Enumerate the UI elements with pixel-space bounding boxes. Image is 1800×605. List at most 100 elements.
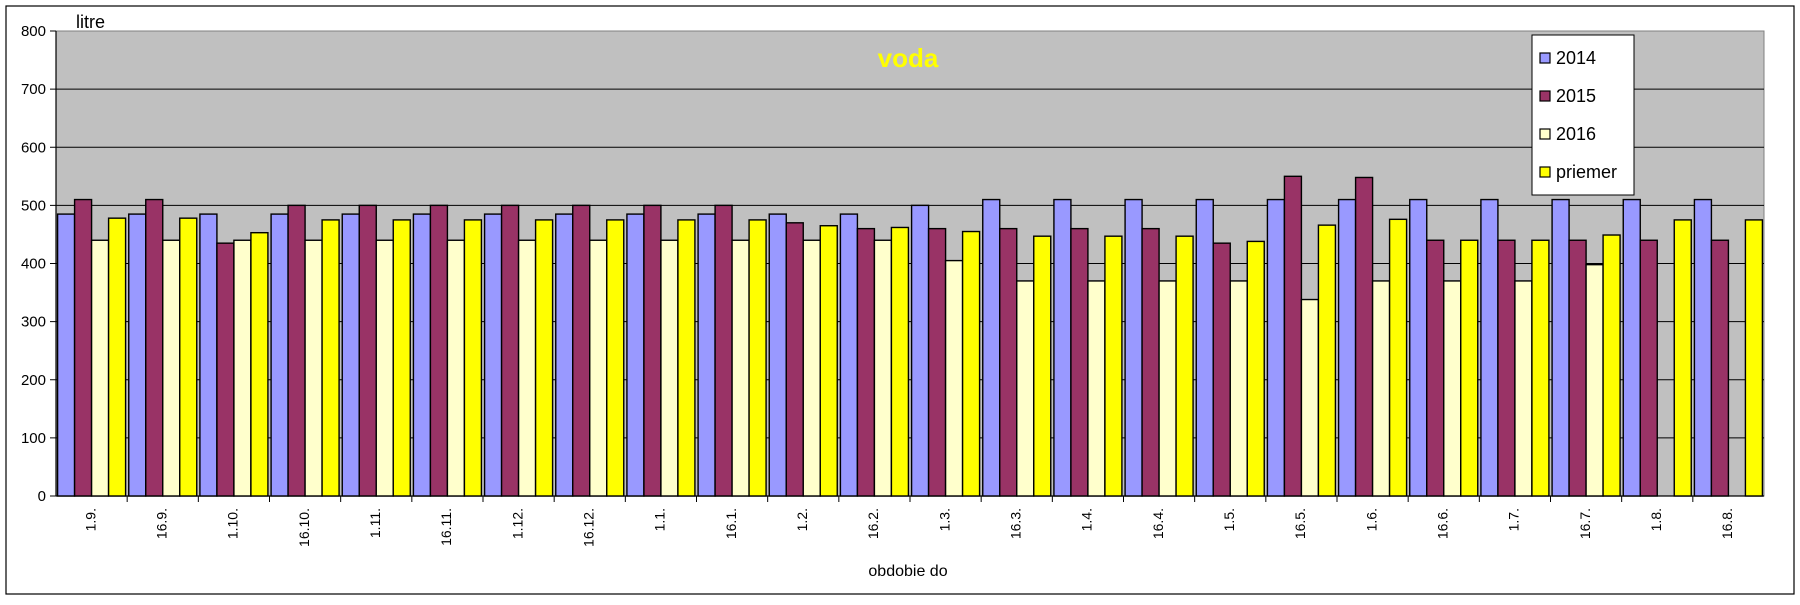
bar-2014-16.5. bbox=[1266, 198, 1286, 497]
x-tick-label: 16.1. bbox=[723, 508, 739, 539]
bar-2015-1.12. bbox=[500, 204, 520, 497]
bar-2015-1.6. bbox=[1354, 176, 1374, 497]
bar-2016-1.3. bbox=[944, 259, 964, 497]
y-tick-label: 800 bbox=[21, 23, 46, 40]
x-tick-label: 1.8. bbox=[1648, 508, 1664, 531]
bar-2016-1.12. bbox=[517, 239, 537, 497]
x-axis-label: obdobie do bbox=[868, 563, 947, 580]
bar-2016-16.10. bbox=[304, 239, 323, 497]
bar-2014-1.10. bbox=[199, 213, 218, 497]
chart-title: voda bbox=[878, 43, 939, 73]
x-tick-label: 16.11. bbox=[438, 508, 454, 546]
bar-2016-1.4. bbox=[1087, 280, 1106, 497]
bar-2014-1.2. bbox=[768, 213, 787, 497]
bar-2016-1.11. bbox=[375, 239, 394, 497]
bar-2015-1.4. bbox=[1070, 227, 1089, 497]
legend-swatch-2014 bbox=[1539, 52, 1551, 64]
bar-priemer-1.12. bbox=[534, 219, 554, 497]
bar-2015-1.2. bbox=[785, 222, 804, 497]
x-tick-label: 16.8. bbox=[1719, 508, 1735, 539]
y-tick-label: 400 bbox=[21, 256, 46, 273]
bar-2014-16.7. bbox=[1551, 198, 1570, 497]
bar-priemer-1.10. bbox=[250, 231, 269, 497]
bar-priemer-16.9. bbox=[179, 217, 198, 497]
x-tick-label: 1.2. bbox=[794, 508, 810, 531]
y-tick-label: 500 bbox=[21, 197, 46, 214]
bar-2015-1.8. bbox=[1639, 239, 1658, 497]
bar-2015-1.1. bbox=[643, 204, 662, 497]
bar-priemer-1.11. bbox=[392, 219, 411, 497]
y-tick-label: 300 bbox=[21, 314, 46, 331]
bar-2016-16.1. bbox=[731, 239, 750, 497]
bar-2015-16.10. bbox=[287, 204, 306, 497]
bar-2016-1.9. bbox=[90, 239, 110, 497]
x-tick-label: 1.9. bbox=[82, 508, 98, 531]
x-tick-label: 1.11. bbox=[367, 508, 383, 538]
bar-2015-16.12. bbox=[572, 204, 591, 497]
bar-2015-16.1. bbox=[714, 204, 733, 497]
x-tick-label: 16.7. bbox=[1577, 508, 1593, 539]
bar-priemer-16.11. bbox=[463, 219, 483, 497]
x-tick-label: 1.4. bbox=[1079, 508, 1095, 531]
bar-2014-1.9. bbox=[56, 213, 76, 497]
bar-2015-1.10. bbox=[216, 242, 235, 497]
x-tick-label: 16.6. bbox=[1434, 508, 1450, 539]
x-tick-label: 16.9. bbox=[153, 508, 169, 539]
legend-swatch-priemer bbox=[1539, 166, 1551, 178]
y-axis-label: litre bbox=[76, 12, 105, 32]
bar-2014-1.11. bbox=[341, 213, 360, 497]
y-tick-label: 700 bbox=[21, 81, 46, 98]
bar-priemer-1.1. bbox=[677, 219, 696, 497]
bar-2014-16.4. bbox=[1124, 198, 1143, 497]
x-tick-label: 1.5. bbox=[1221, 508, 1237, 531]
x-tick-label: 1.3. bbox=[936, 508, 952, 531]
bar-2014-1.4. bbox=[1053, 198, 1072, 497]
bar-2015-1.3. bbox=[927, 227, 947, 497]
bar-2015-16.4. bbox=[1141, 227, 1160, 497]
bar-2015-16.5. bbox=[1283, 175, 1303, 497]
x-tick-label: 16.5. bbox=[1292, 508, 1308, 539]
legend-swatch-2016 bbox=[1539, 128, 1551, 140]
x-tick-label: 16.2. bbox=[865, 508, 881, 539]
bar-priemer-16.8. bbox=[1744, 219, 1764, 497]
bar-priemer-16.6. bbox=[1460, 239, 1479, 497]
bar-priemer-16.4. bbox=[1175, 235, 1194, 497]
bar-2016-16.2. bbox=[873, 239, 893, 497]
bar-2016-16.7. bbox=[1585, 263, 1604, 497]
bar-2014-16.3. bbox=[982, 198, 1001, 497]
bar-2014-16.1. bbox=[697, 213, 716, 497]
y-tick-label: 100 bbox=[21, 430, 46, 447]
bar-priemer-1.9. bbox=[107, 217, 127, 497]
bar-2016-1.7. bbox=[1514, 280, 1533, 497]
bar-2014-16.8. bbox=[1693, 198, 1713, 497]
bar-priemer-1.3. bbox=[961, 230, 981, 497]
bar-priemer-16.3. bbox=[1033, 235, 1052, 497]
bar-2014-16.6. bbox=[1409, 198, 1428, 497]
bar-2014-16.10. bbox=[270, 213, 289, 497]
bar-2015-1.11. bbox=[358, 204, 377, 497]
x-tick-label: 16.3. bbox=[1007, 508, 1023, 539]
x-tick-label: 16.4. bbox=[1150, 508, 1166, 539]
bar-priemer-16.1. bbox=[748, 219, 767, 497]
bar-2014-1.3. bbox=[910, 204, 930, 497]
bar-2014-16.2. bbox=[839, 213, 859, 497]
x-tick-label: 1.6. bbox=[1363, 508, 1379, 531]
bar-priemer-16.10. bbox=[321, 219, 340, 497]
bars bbox=[56, 175, 1764, 497]
bar-priemer-16.12. bbox=[606, 219, 625, 497]
x-tick-label: 16.12. bbox=[580, 508, 596, 547]
bar-2016-1.1. bbox=[660, 239, 679, 497]
bar-2016-1.5. bbox=[1229, 280, 1248, 497]
bar-2016-16.4. bbox=[1158, 280, 1177, 497]
x-tick-label: 16.10. bbox=[296, 508, 312, 547]
bar-priemer-1.6. bbox=[1388, 218, 1408, 497]
bar-2015-1.7. bbox=[1497, 239, 1516, 497]
bar-2016-1.2. bbox=[802, 239, 821, 497]
bar-2015-16.9. bbox=[145, 198, 164, 497]
x-tick-label: 1.12. bbox=[509, 508, 525, 539]
legend-label-2014: 2014 bbox=[1556, 48, 1596, 68]
bar-2016-16.6. bbox=[1443, 280, 1462, 497]
bar-priemer-1.7. bbox=[1531, 239, 1550, 497]
gridlines bbox=[56, 88, 1764, 439]
